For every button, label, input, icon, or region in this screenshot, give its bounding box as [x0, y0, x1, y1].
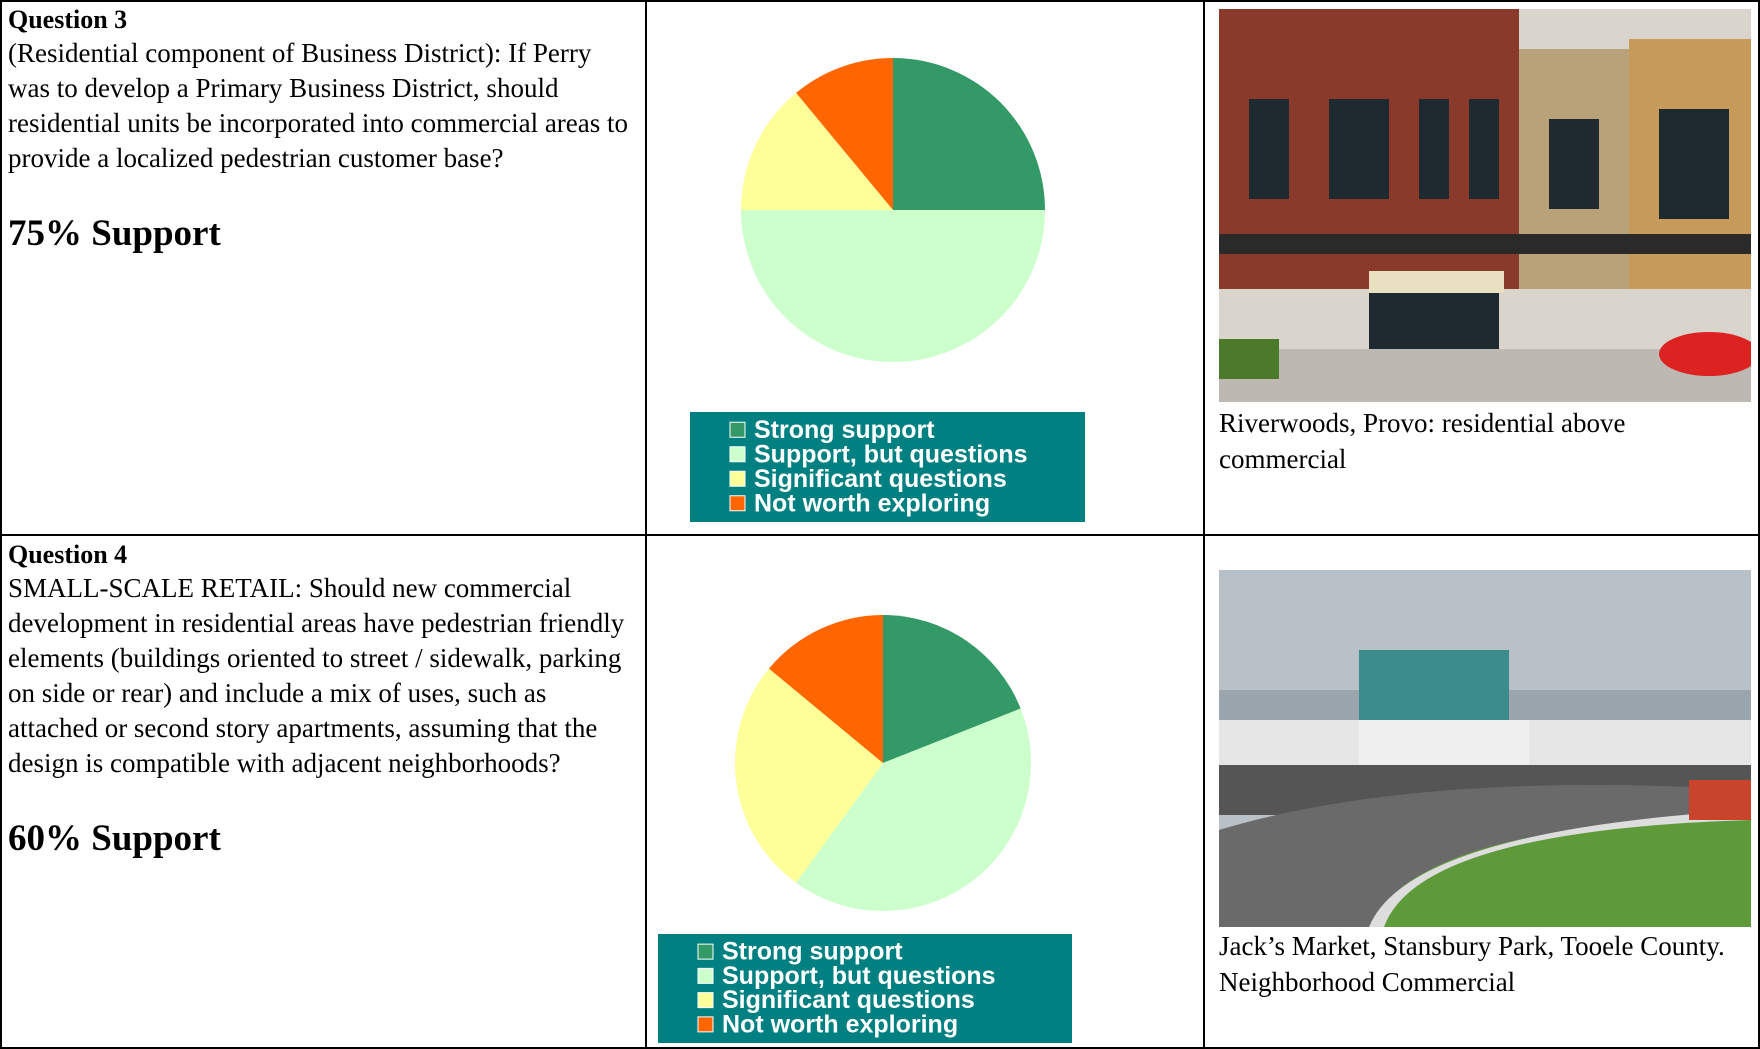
- pie-slice: [893, 58, 1045, 210]
- legend-swatch: [730, 447, 745, 462]
- legend-swatch: [698, 993, 713, 1008]
- legend-label: Not worth exploring: [722, 1010, 958, 1038]
- pie-slice: [741, 210, 1045, 362]
- charts: Strong supportSupport, but questionsSign…: [0, 0, 1760, 1049]
- legend-swatch: [730, 422, 745, 437]
- legend-swatch: [698, 944, 713, 959]
- page: {"rows": [ {"question_label": "Question …: [0, 0, 1760, 1049]
- legend-label: Not worth exploring: [754, 489, 990, 517]
- legend-swatch: [730, 471, 745, 486]
- legend-swatch: [698, 1017, 713, 1032]
- legend-swatch: [730, 496, 745, 511]
- legend-swatch: [698, 968, 713, 983]
